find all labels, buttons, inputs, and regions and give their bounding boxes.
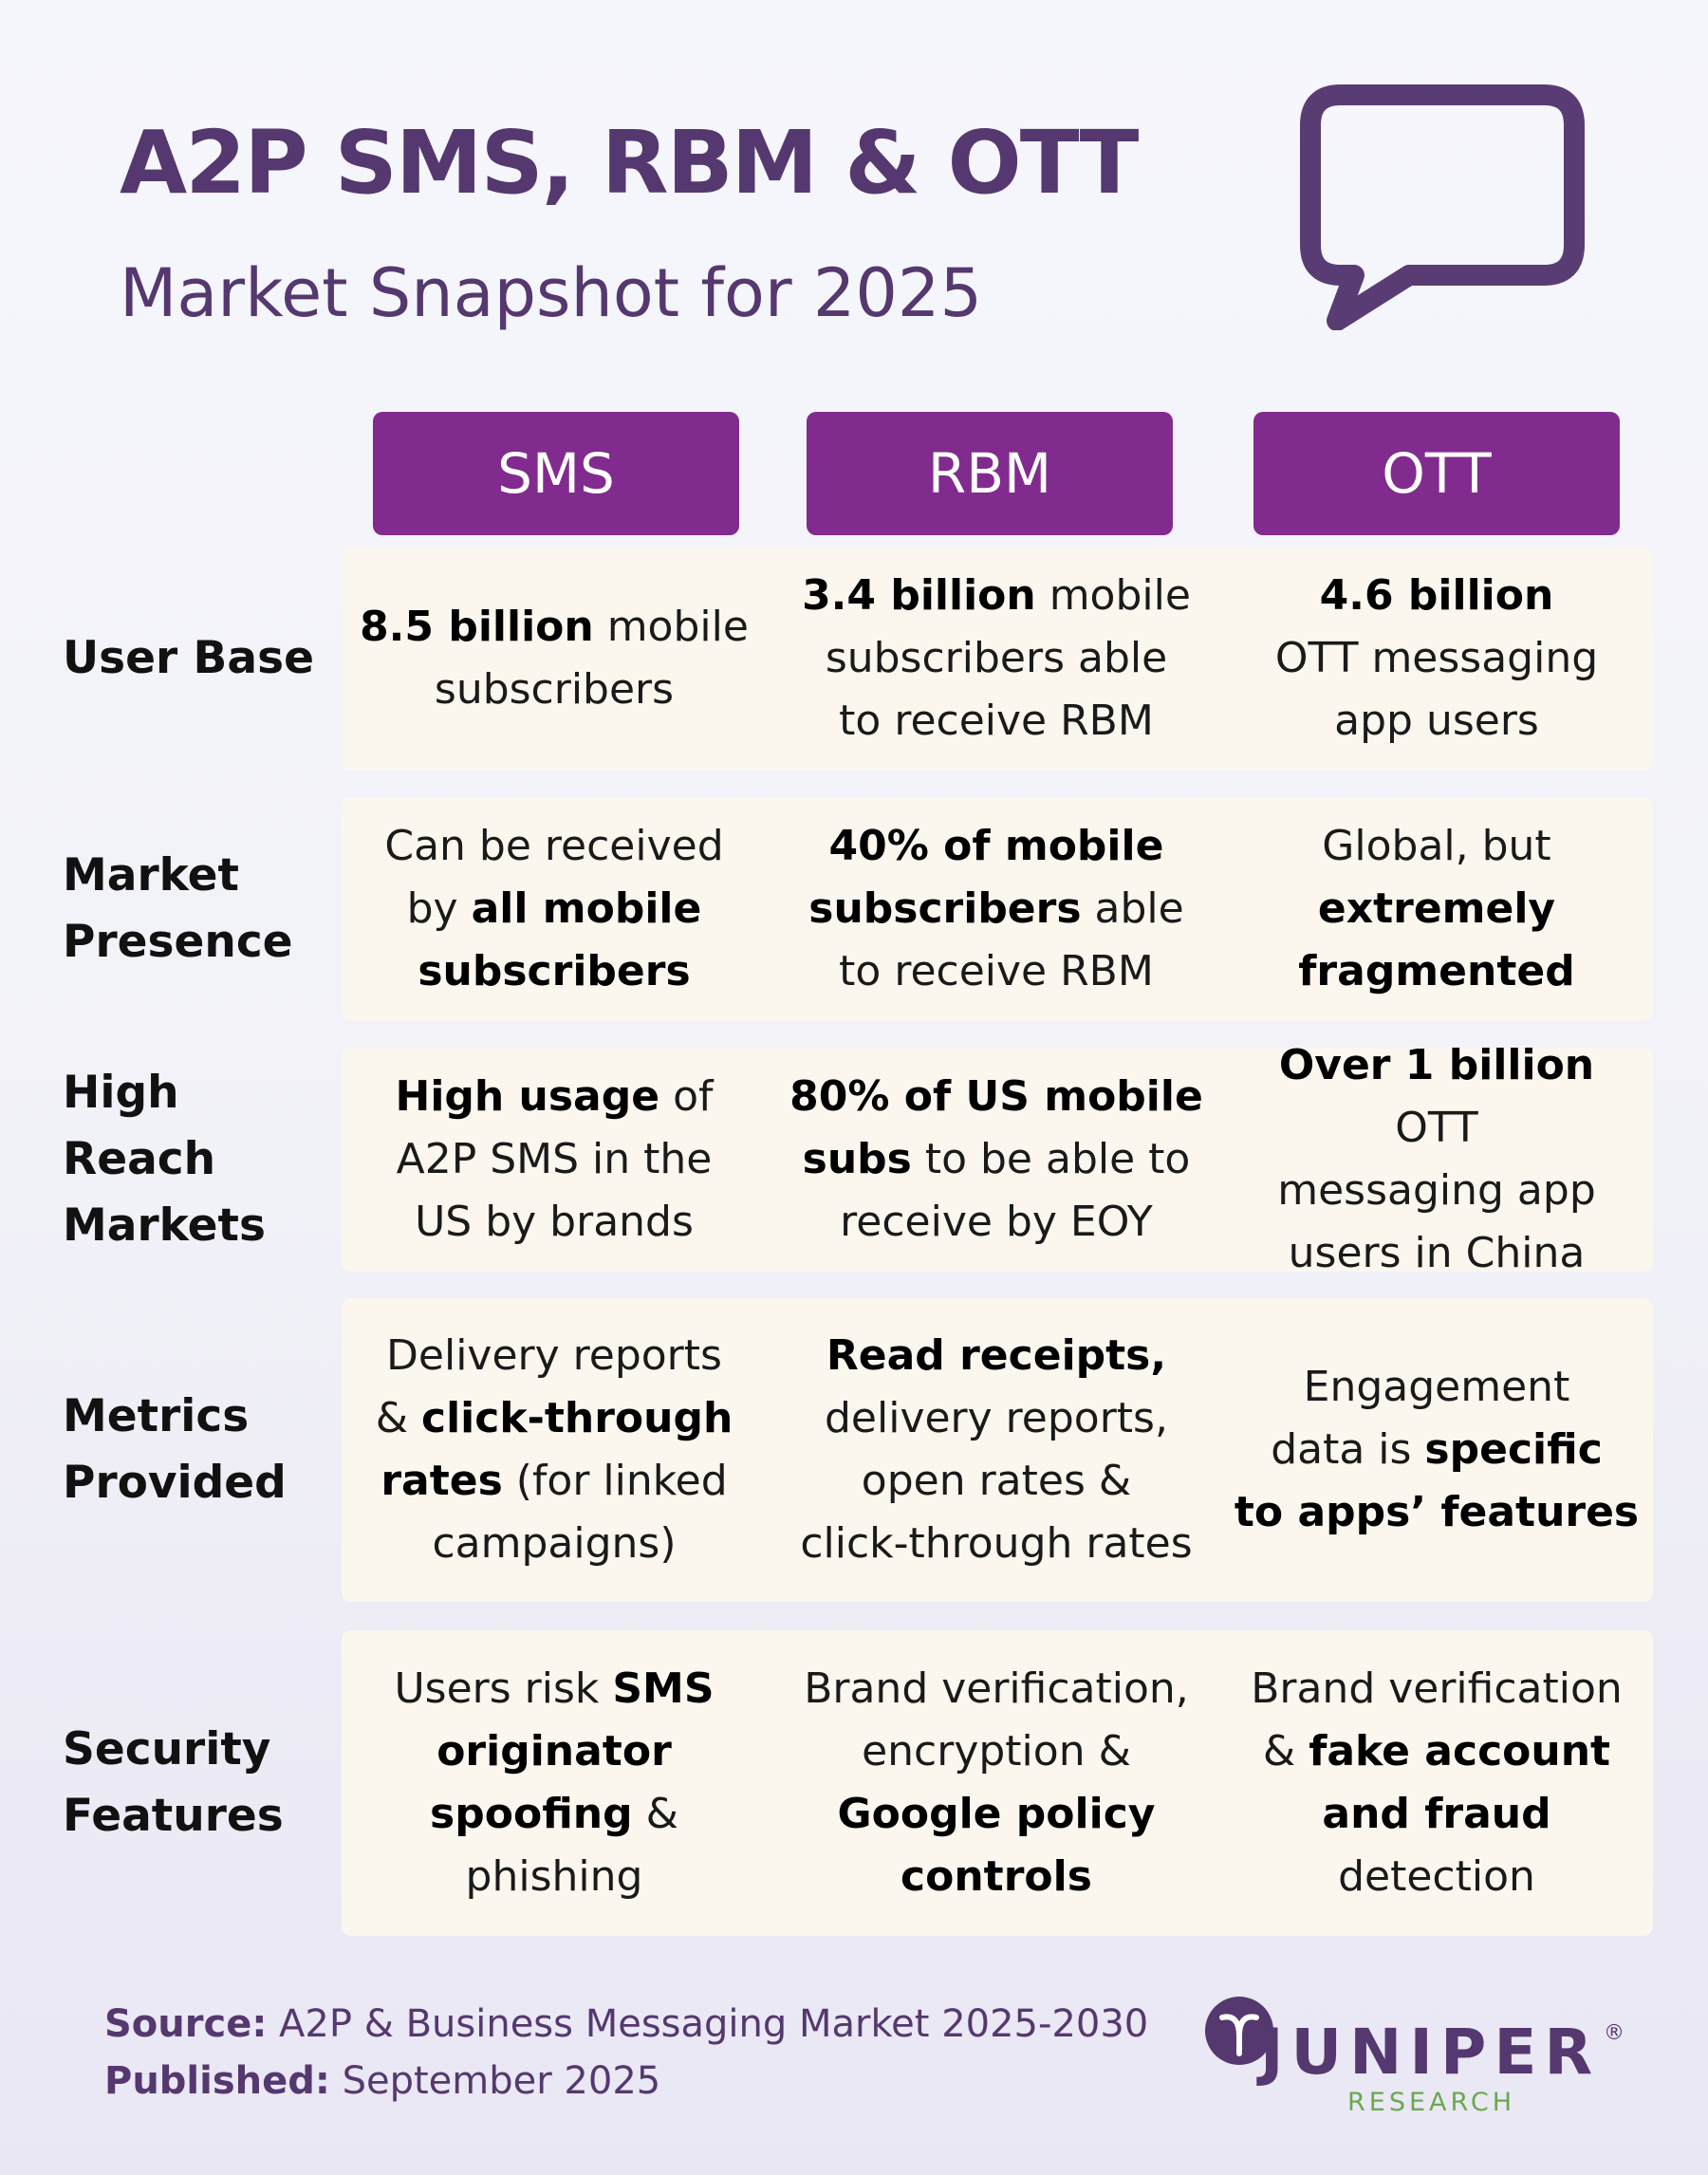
cell-security-ott: Brand verification & fake account and frau… bbox=[1251, 1664, 1623, 1901]
cell-market-presence-ott: Global, but extremely fragmented bbox=[1298, 822, 1575, 995]
row-market-presence bbox=[342, 797, 1653, 1021]
cell-high-reach-ott: Over 1 billion OTT messaging app users in … bbox=[1277, 1041, 1596, 1277]
cell-high-reach-sms: High usage of A2P SMS in the US by brands bbox=[395, 1072, 714, 1246]
row-label-metrics-provided: Metrics Provided bbox=[63, 1390, 287, 1509]
source-label: Source: bbox=[104, 2002, 268, 2046]
row-security-features bbox=[342, 1630, 1653, 1936]
logo-registered-mark: ® bbox=[1604, 2021, 1624, 2045]
published-line: Published: September 2025 bbox=[104, 2059, 660, 2103]
cell-metrics-rbm: Read receipts, delivery reports, open rate… bbox=[800, 1331, 1193, 1568]
logo-wordmark: JUNIPER bbox=[1260, 2016, 1601, 2089]
row-label-security-features: Security Features bbox=[63, 1723, 284, 1842]
source-line: Source: A2P & Business Messaging Market … bbox=[104, 2002, 1148, 2046]
published-text: September 2025 bbox=[342, 2059, 661, 2103]
row-label-high-reach-markets: High Reach Markets bbox=[63, 1067, 266, 1252]
juniper-logo-icon bbox=[1205, 1997, 1273, 2065]
cell-market-presence-rbm: 40% of mobile subscribers able to receive … bbox=[808, 822, 1184, 995]
column-header-rbm: RBM bbox=[807, 412, 1173, 535]
source-text: A2P & Business Messaging Market 2025-203… bbox=[279, 2002, 1149, 2046]
cell-high-reach-rbm: 80% of US mobile subs to be able to receiv… bbox=[789, 1072, 1203, 1246]
page-title: A2P SMS, RBM & OTT bbox=[120, 112, 1139, 214]
cell-user-base-sms: 8.5 billion mobile subscribers bbox=[360, 603, 749, 714]
published-label: Published: bbox=[104, 2059, 330, 2103]
column-header-sms: SMS bbox=[373, 412, 739, 535]
logo-subtitle: RESEARCH bbox=[1347, 2088, 1516, 2117]
cell-metrics-sms: Delivery reports & click-through rates (fo… bbox=[375, 1331, 733, 1568]
row-label-user-base: User Base bbox=[63, 632, 314, 684]
cell-market-presence-sms: Can be received by all mobile subscribers bbox=[384, 822, 724, 995]
row-user-base bbox=[342, 547, 1653, 771]
page-subtitle: Market Snapshot for 2025 bbox=[120, 254, 983, 332]
row-high-reach-markets bbox=[342, 1048, 1653, 1272]
speech-bubble-icon bbox=[1300, 84, 1585, 330]
column-header-ott: OTT bbox=[1253, 412, 1620, 535]
cell-user-base-ott: 4.6 billion OTT messaging app users bbox=[1274, 571, 1599, 745]
cell-user-base-rbm: 3.4 billion mobile subscribers able to rec… bbox=[802, 571, 1191, 745]
cell-security-sms: Users risk SMS originator spoofing & phishi… bbox=[394, 1664, 715, 1901]
cell-metrics-ott: Engagement data is specific to apps’ featu… bbox=[1234, 1363, 1640, 1536]
row-metrics-provided bbox=[342, 1298, 1653, 1602]
cell-security-rbm: Brand verification, encryption & Google po… bbox=[804, 1664, 1189, 1901]
row-label-market-presence: Market Presence bbox=[63, 849, 293, 968]
